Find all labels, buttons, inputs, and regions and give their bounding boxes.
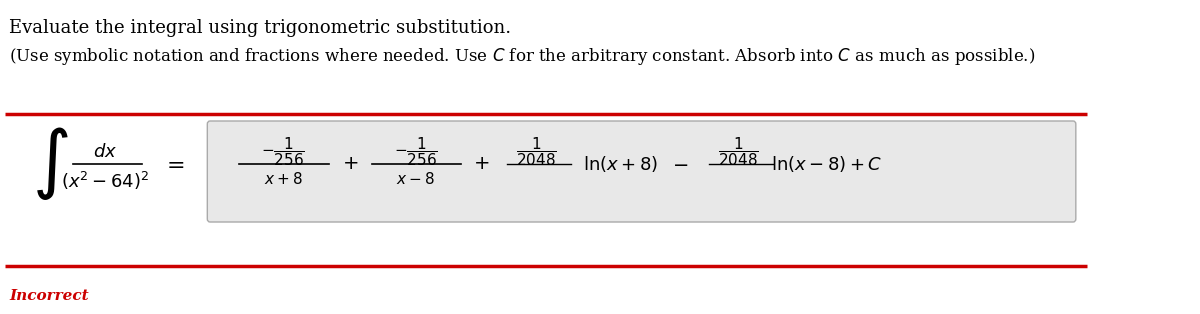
Text: $x + 8$: $x + 8$ — [264, 171, 302, 187]
Text: $-$: $-$ — [672, 155, 689, 173]
Text: $(x^2 - 64)^2$: $(x^2 - 64)^2$ — [61, 170, 149, 192]
Text: $-\dfrac{1}{256}$: $-\dfrac{1}{256}$ — [394, 136, 438, 168]
Text: (Use symbolic notation and fractions where needed. Use $\mathit{C}$ for the arbi: (Use symbolic notation and fractions whe… — [10, 46, 1036, 67]
Text: Incorrect: Incorrect — [10, 289, 89, 303]
Text: $=$: $=$ — [162, 153, 185, 175]
Text: $+$: $+$ — [473, 155, 490, 173]
Text: $\int$: $\int$ — [32, 126, 68, 203]
Text: $\ln(x-8) + C$: $\ln(x-8) + C$ — [770, 154, 882, 174]
Text: $\dfrac{1}{2048}$: $\dfrac{1}{2048}$ — [516, 136, 557, 168]
Text: $\ln(x+8)$: $\ln(x+8)$ — [583, 154, 659, 174]
Text: $\dfrac{1}{2048}$: $\dfrac{1}{2048}$ — [718, 136, 758, 168]
Text: $x - 8$: $x - 8$ — [396, 171, 434, 187]
FancyBboxPatch shape — [208, 121, 1076, 222]
Text: $-\dfrac{1}{256}$: $-\dfrac{1}{256}$ — [262, 136, 305, 168]
Text: $+$: $+$ — [342, 155, 358, 173]
Text: Evaluate the integral using trigonometric substitution.: Evaluate the integral using trigonometri… — [10, 19, 511, 37]
Text: $dx$: $dx$ — [92, 143, 118, 161]
